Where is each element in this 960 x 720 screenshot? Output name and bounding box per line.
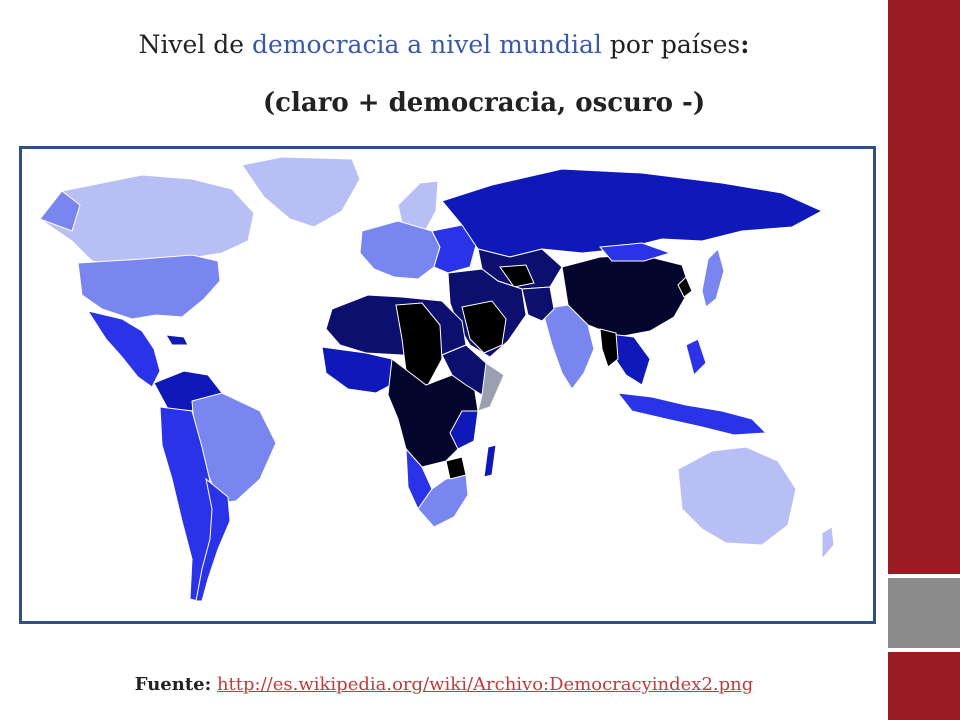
region-somalia — [477, 362, 505, 412]
title-highlight: democracia a nivel mundial — [252, 30, 602, 59]
region-philippines — [685, 338, 707, 376]
region-turkmenistan — [499, 264, 535, 288]
region-pakistan — [521, 286, 555, 322]
region-new-zealand — [821, 526, 835, 561]
region-japan — [701, 248, 725, 308]
region-west-africa — [321, 346, 399, 394]
world-map-graphic — [39, 156, 835, 602]
region-india — [541, 304, 595, 390]
region-east-africa — [449, 410, 479, 450]
region-western-europe — [359, 220, 441, 280]
region-australia — [677, 446, 797, 546]
world-democracy-map — [19, 146, 876, 624]
region-argentina — [195, 477, 231, 602]
accent-red-top — [888, 0, 960, 574]
side-accent-bar — [888, 0, 960, 720]
region-mexico-central — [86, 310, 161, 388]
region-north-africa — [325, 294, 467, 356]
region-greenland — [241, 156, 361, 228]
region-south-africa — [417, 474, 469, 528]
title-part2: por países — [601, 30, 741, 59]
accent-red-bottom — [888, 652, 960, 720]
title-part1: Nivel de — [138, 30, 253, 59]
region-saudi-arabia — [461, 300, 507, 354]
region-caribbean — [165, 334, 189, 346]
region-indonesia — [616, 392, 768, 436]
slide-title: Nivel de democracia a nivel mundial por … — [0, 30, 888, 59]
region-myanmar — [599, 328, 619, 368]
accent-separator — [888, 648, 960, 652]
slide-subtitle: (claro + democracia, oscuro -) — [262, 88, 706, 118]
source-line: Fuente: http://es.wikipedia.org/wiki/Arc… — [0, 674, 888, 695]
region-north-korea — [677, 276, 693, 298]
title-colon: : — [740, 30, 750, 59]
accent-gray — [888, 578, 960, 648]
region-usa — [77, 254, 221, 320]
region-madagascar — [483, 444, 497, 478]
region-alaska — [39, 190, 81, 232]
region-mongolia — [598, 242, 672, 262]
accent-separator — [888, 574, 960, 578]
source-label: Fuente: — [134, 674, 212, 695]
source-link[interactable]: http://es.wikipedia.org/wiki/Archivo:Dem… — [216, 674, 754, 695]
region-zimbabwe — [445, 456, 467, 480]
